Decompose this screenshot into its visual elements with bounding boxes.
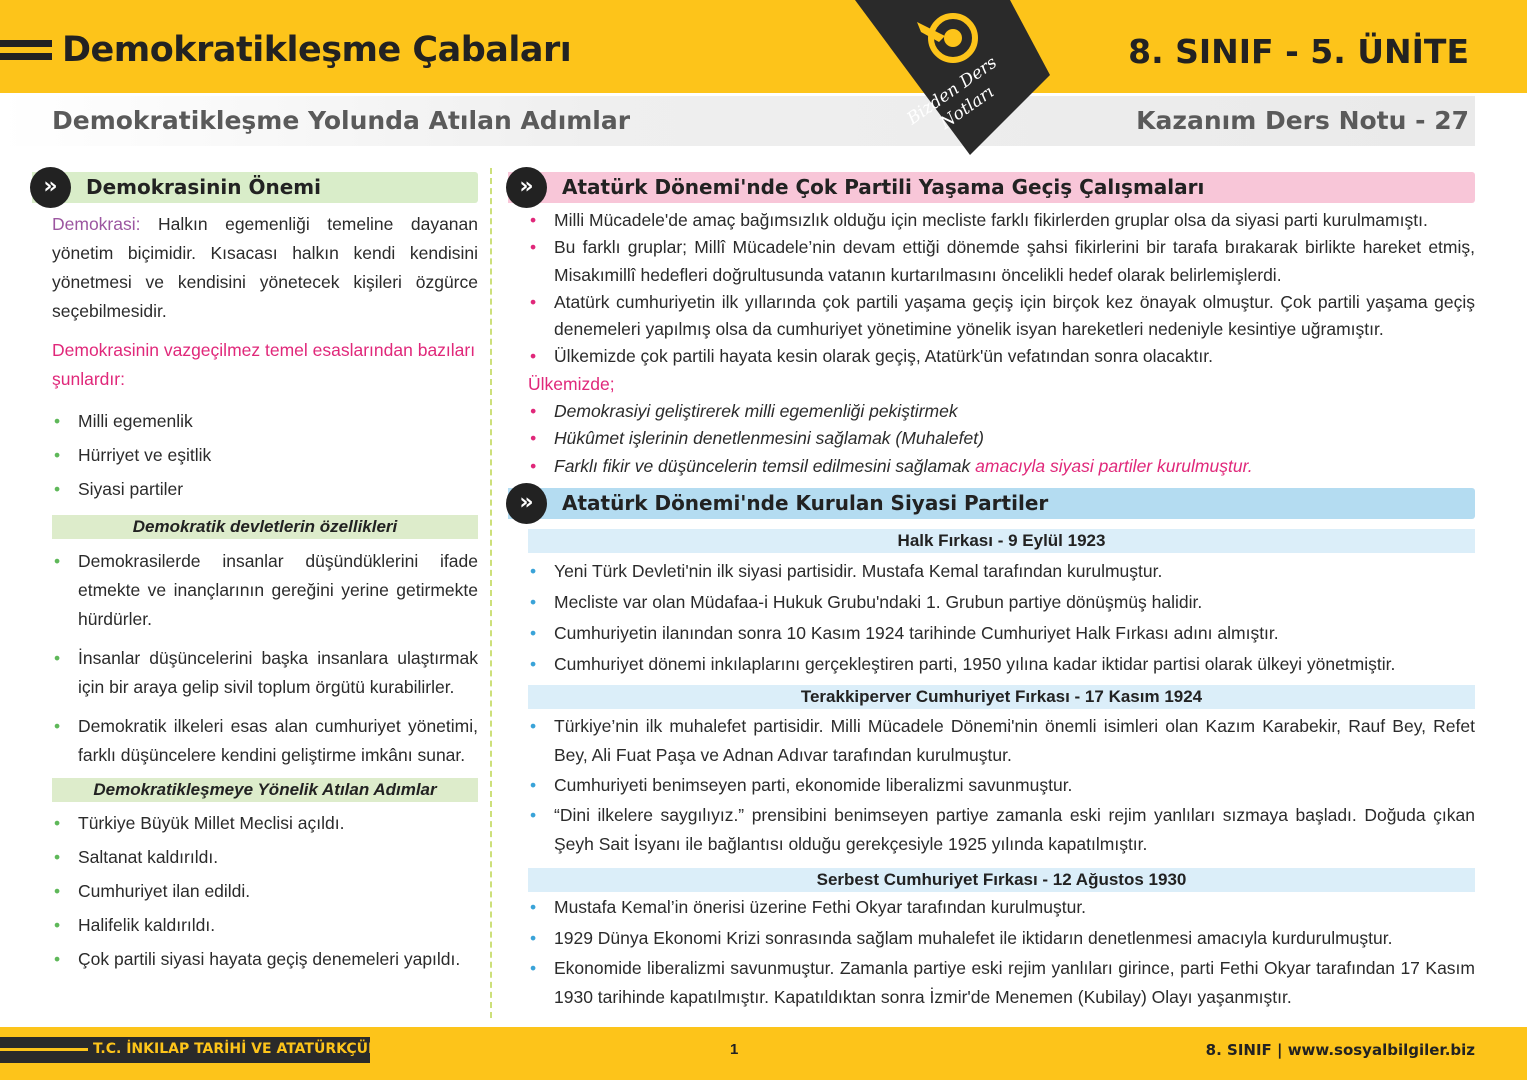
purpose-text: Farklı fikir ve düşüncelerin temsil edil… [554, 455, 971, 476]
logo: Bizden Ders Notları [855, 0, 1050, 155]
right-section-2: Halk Fırkası - 9 Eylül 1923 Yeni Türk De… [528, 529, 1475, 1012]
section-title: Demokrasinin Önemi [86, 175, 321, 199]
list-item: Mustafa Kemal’in önerisi üzerine Fethi O… [528, 892, 1475, 923]
section-heading-partiler: » Atatürk Dönemi'nde Kurulan Siyasi Part… [506, 483, 1475, 524]
list-item: Hükûmet işlerinin denetlenmesini sağlama… [528, 425, 1475, 453]
list-item: Cumhuriyeti benimseyen parti, ekonomide … [528, 770, 1475, 801]
subtitle: Demokratikleşme Yolunda Atılan Adımlar [52, 106, 631, 135]
features-subheading: Demokratik devletlerin özellikleri [52, 515, 478, 539]
footer-website[interactable]: 8. SINIF | www.sosyalbilgiler.biz [1205, 1041, 1475, 1059]
party-list: Türkiye’nin ilk muhalefet partisidir. Mi… [528, 712, 1475, 859]
double-chevron-icon: » [506, 483, 547, 524]
list-item: Hürriyet ve eşitlik [52, 438, 478, 472]
list-item: Siyasi partiler [52, 472, 478, 506]
list-item: “Dini ilkelere saygılıyız.” prensibini b… [528, 801, 1475, 859]
unit-label: 8. SINIF - 5. ÜNİTE [1128, 32, 1469, 71]
purpose-list: Demokrasiyi geliştirerek milli egemenliğ… [528, 398, 1475, 480]
list-item: Cumhuriyet dönemi inkılaplarını gerçekle… [528, 649, 1475, 680]
list-item: 1929 Dünya Ekonomi Krizi sonrasında sağl… [528, 923, 1475, 954]
subheader-bar [0, 96, 1475, 146]
list-item: Saltanat kaldırıldı. [52, 840, 478, 874]
double-chevron-icon: » [30, 167, 71, 208]
party-list: Yeni Türk Devleti'nin ilk siyasi partisi… [528, 556, 1475, 680]
list-item: Mecliste var olan Müdafaa-i Hukuk Grubu'… [528, 587, 1475, 618]
list-item: Atatürk cumhuriyetin ilk yıllarında çok … [528, 289, 1475, 344]
list-item: Demokrasilerde insanlar düşündüklerini i… [52, 547, 478, 634]
list-item: Ekonomide liberalizmi savunmuştur. Zaman… [528, 954, 1475, 1012]
list-item: Demokratik ilkeleri esas alan cumhuriyet… [52, 712, 478, 770]
steps-subheading: Demokratikleşmeye Yönelik Atılan Adımlar [52, 778, 478, 802]
party-heading: Halk Fırkası - 9 Eylül 1923 [528, 529, 1475, 553]
list-item: Milli egemenlik [52, 404, 478, 438]
list-item: Ülkemizde çok partili hayata kesin olara… [528, 343, 1475, 371]
section-heading-cok-partili: » Atatürk Dönemi'nde Çok Partili Yaşama … [506, 167, 1475, 208]
footer-course: T.C. İNKILAP TARİHİ VE ATATÜRKÇÜLÜK [93, 1041, 399, 1057]
list-item: İnsanlar düşüncelerini başka insanlara u… [52, 644, 478, 702]
list-item: Demokrasiyi geliştirerek milli egemenliğ… [528, 398, 1475, 426]
footer-stripe [0, 1048, 88, 1051]
lesson-note-number: Kazanım Ders Notu - 27 [1136, 106, 1469, 135]
right-section-1: Milli Mücadele'de amaç bağımsızlık olduğ… [528, 207, 1475, 480]
transition-list: Milli Mücadele'de amaç bağımsızlık olduğ… [528, 207, 1475, 371]
page-title: Demokratikleşme Çabaları [62, 30, 572, 70]
section-heading-demokrasi: » Demokrasinin Önemi [30, 167, 478, 208]
purpose-intro: Ülkemizde; [528, 373, 615, 394]
list-item: Cumhuriyetin ilanından sonra 10 Kasım 19… [528, 618, 1475, 649]
section-title: Atatürk Dönemi'nde Kurulan Siyasi Partil… [562, 491, 1049, 515]
list-item: Yeni Türk Devleti'nin ilk siyasi partisi… [528, 556, 1475, 587]
party-heading: Serbest Cumhuriyet Fırkası - 12 Ağustos … [528, 868, 1475, 892]
definition-term: Demokrasi: [52, 214, 141, 234]
steps-list: Türkiye Büyük Millet Meclisi açıldı. Sal… [52, 806, 478, 976]
list-item: Türkiye Büyük Millet Meclisi açıldı. [52, 806, 478, 840]
list-item: Türkiye’nin ilk muhalefet partisidir. Mi… [528, 712, 1475, 770]
principles-intro: Demokrasinin vazgeçilmez temel esasların… [52, 340, 476, 389]
header-band [0, 0, 1527, 93]
left-column: Demokrasi: Halkın egemenliği temeline da… [52, 210, 478, 976]
list-item: Bu farklı gruplar; Millî Mücadele’nin de… [528, 234, 1475, 289]
page-number: 1 [730, 1041, 739, 1058]
double-chevron-icon: » [506, 167, 547, 208]
list-item: Milli Mücadele'de amaç bağımsızlık olduğ… [528, 207, 1475, 235]
header-stripe [0, 53, 52, 60]
column-divider [490, 168, 492, 1018]
list-item: Halifelik kaldırıldı. [52, 908, 478, 942]
party-list: Mustafa Kemal’in önerisi üzerine Fethi O… [528, 892, 1475, 1012]
header-stripe [0, 40, 52, 47]
section-title: Atatürk Dönemi'nde Çok Partili Yaşama Ge… [562, 175, 1205, 199]
definition-text: Halkın egemenliği temeline dayanan yönet… [52, 214, 478, 321]
principles-list: Milli egemenlik Hürriyet ve eşitlik Siya… [52, 404, 478, 506]
list-item: Farklı fikir ve düşüncelerin temsil edil… [528, 453, 1475, 481]
purpose-conclusion: amacıyla siyasi partiler kurulmuştur. [970, 455, 1253, 476]
list-item: Çok partili siyasi hayata geçiş denemele… [52, 942, 478, 976]
features-list: Demokrasilerde insanlar düşündüklerini i… [52, 547, 478, 770]
party-heading: Terakkiperver Cumhuriyet Fırkası - 17 Ka… [528, 685, 1475, 709]
list-item: Cumhuriyet ilan edildi. [52, 874, 478, 908]
definition: Demokrasi: Halkın egemenliği temeline da… [52, 210, 478, 326]
